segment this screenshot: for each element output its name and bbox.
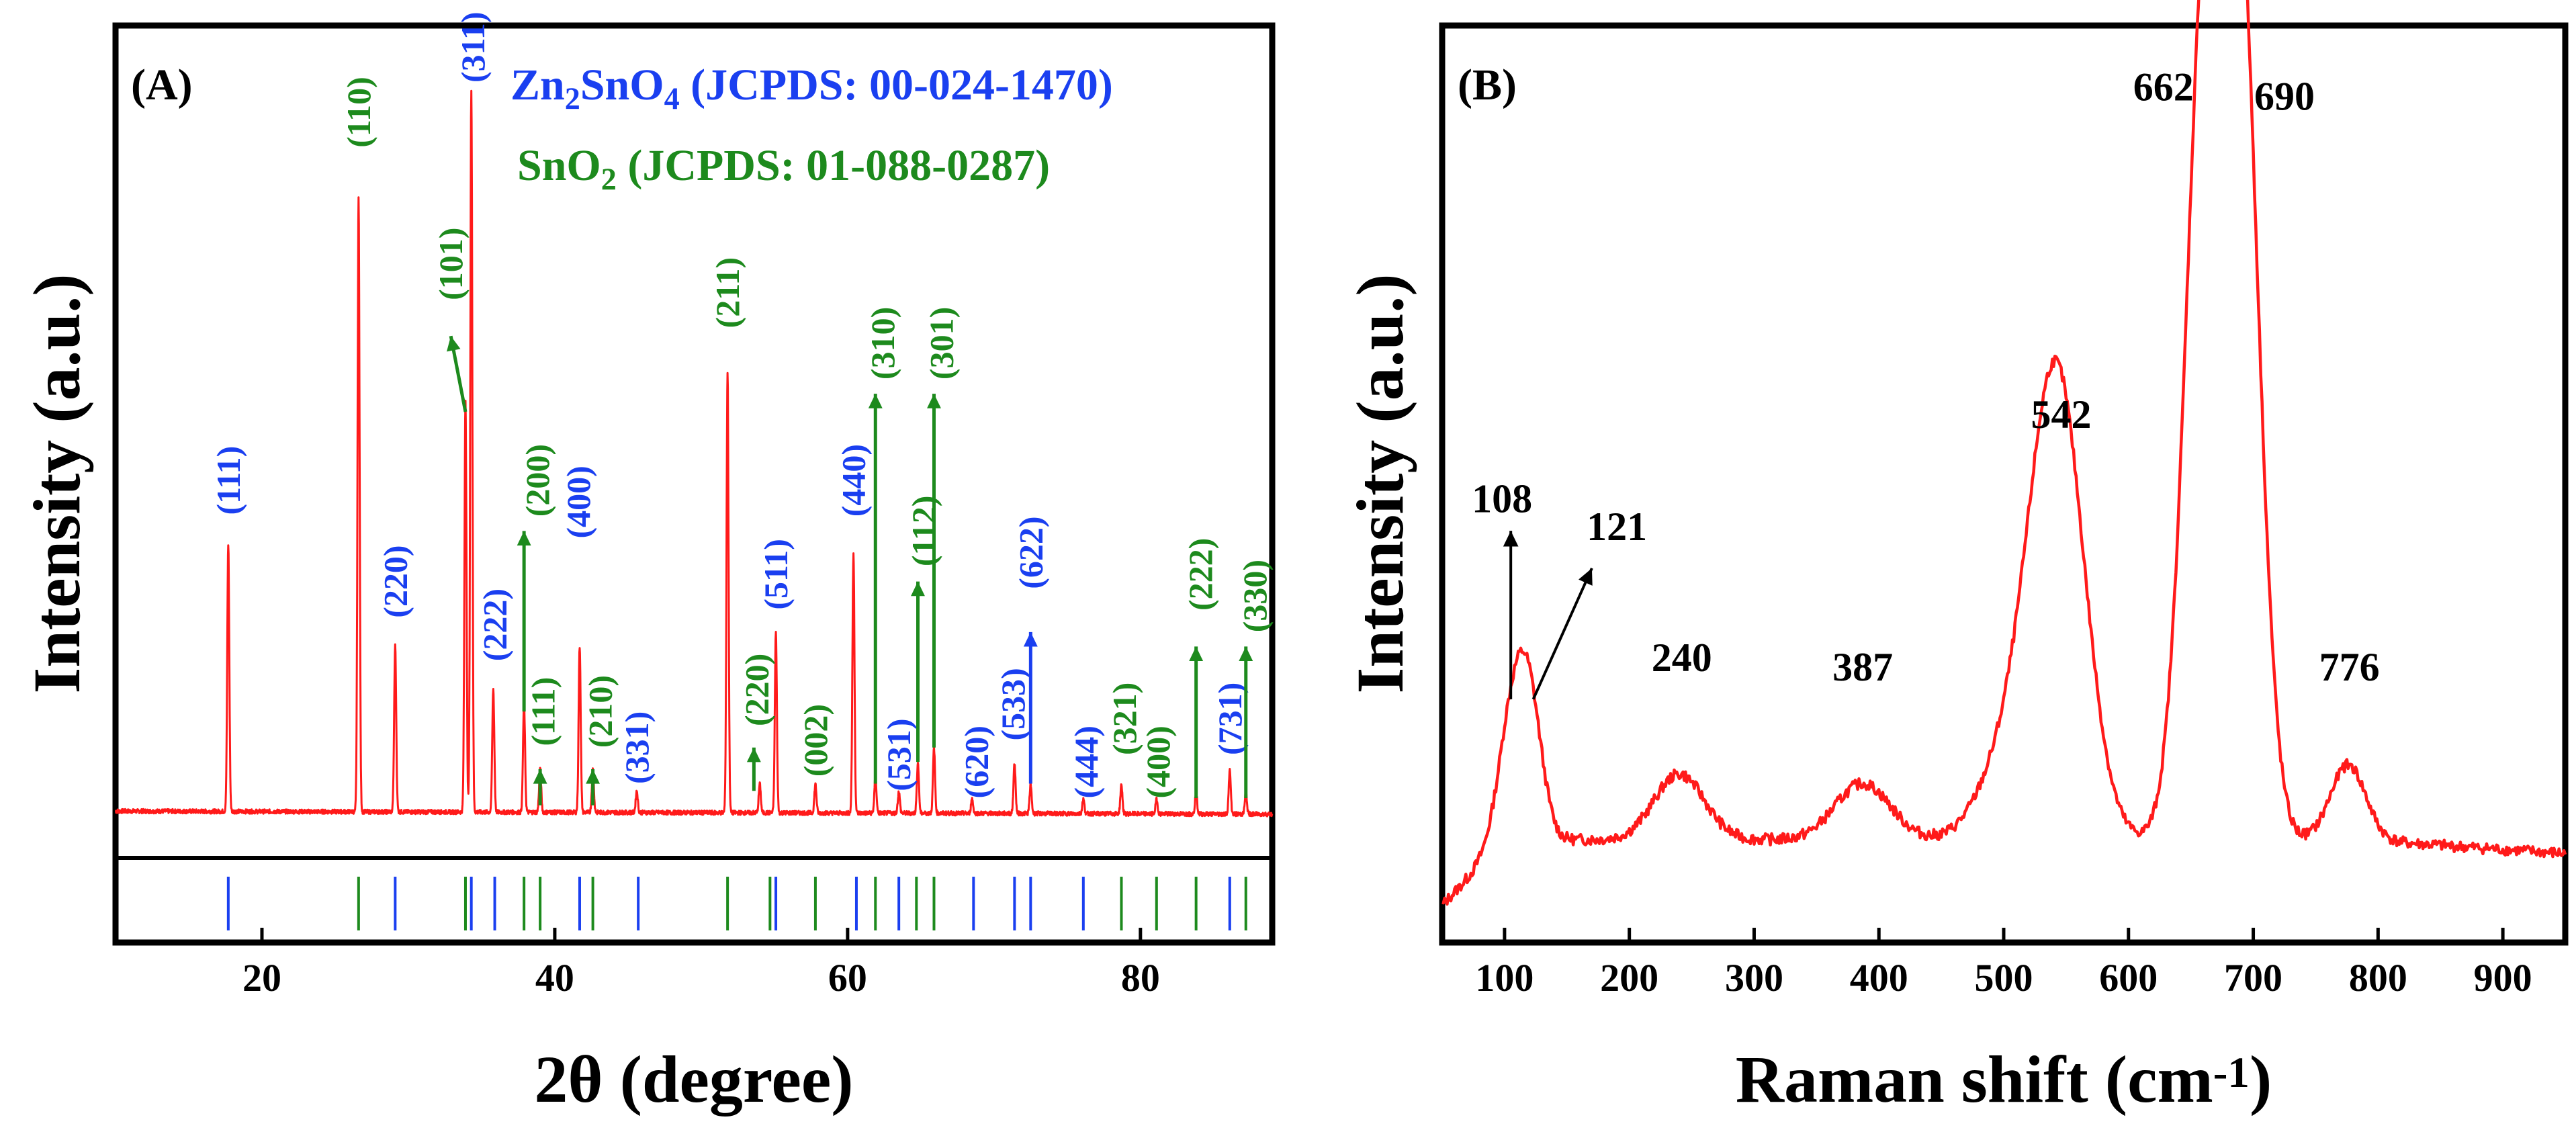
peak-label: (400) bbox=[560, 466, 597, 538]
peak-label: (301) bbox=[922, 307, 960, 380]
plot-frame-a bbox=[112, 22, 1276, 946]
arrow-head bbox=[1579, 568, 1593, 586]
peak-label: (321) bbox=[1106, 683, 1143, 755]
peak-label: (311) bbox=[454, 11, 492, 83]
x-axis-ticks: 100 200 300 400 500 600 700 800 900 bbox=[1475, 928, 2532, 1000]
x-tick-label: 500 bbox=[1975, 956, 2033, 1000]
x-tick-label: 200 bbox=[1600, 956, 1658, 1000]
peak-label: (101) bbox=[432, 228, 470, 300]
peak-label: 662 bbox=[2133, 64, 2194, 109]
peak-label: (511) bbox=[757, 539, 795, 610]
peak-label: (620) bbox=[958, 726, 995, 798]
y-axis-label: Intensity (a.u.) bbox=[19, 273, 94, 693]
x-axis-label: Raman shift (cm-1) bbox=[1736, 1042, 2272, 1117]
peak-label: (220) bbox=[738, 654, 776, 726]
peak-label: (222) bbox=[476, 588, 514, 661]
peak-label: (531) bbox=[880, 718, 918, 791]
panel-label-b: (B) bbox=[1458, 60, 1517, 110]
x-tick-label: 60 bbox=[828, 956, 867, 1000]
peak-label: 690 bbox=[2254, 74, 2315, 118]
peak-label: (110) bbox=[340, 77, 377, 148]
xrd-curve bbox=[114, 89, 1274, 818]
raman-series-line bbox=[1441, 0, 2567, 906]
x-tick-label: 100 bbox=[1475, 956, 1534, 1000]
x-tick-label: 80 bbox=[1121, 956, 1160, 1000]
panel-label-a: (A) bbox=[131, 60, 193, 110]
arrow-head bbox=[1239, 646, 1253, 661]
peak-label: (622) bbox=[1012, 516, 1049, 588]
raman-curve bbox=[1441, 0, 2567, 906]
arrow-head bbox=[868, 394, 883, 408]
peak-labels: (111) (110) (220) (101) (311) (222) (200) (111)… bbox=[210, 11, 1274, 805]
x-axis-label: 2θ (degree) bbox=[534, 1042, 853, 1117]
arrow-head bbox=[927, 394, 941, 408]
legend: Zn2SnO4 (JCPDS: 00-024-1470) SnO2 (JCPDS:… bbox=[510, 60, 1113, 196]
peak-label: 121 bbox=[1587, 505, 1647, 549]
legend-entry: SnO2 (JCPDS: 01-088-0287) bbox=[517, 141, 1050, 196]
arrow-head bbox=[586, 769, 601, 784]
peak-label: (444) bbox=[1067, 726, 1105, 798]
arrow-head bbox=[746, 747, 761, 762]
peak-label: (200) bbox=[519, 444, 556, 517]
peak-label: (400) bbox=[1139, 726, 1177, 798]
arrow-head bbox=[911, 581, 925, 597]
peak-arrow bbox=[1531, 568, 1593, 700]
peak-label: (731) bbox=[1211, 683, 1249, 755]
peak-label: (533) bbox=[994, 668, 1032, 740]
peak-label: (220) bbox=[376, 545, 414, 617]
x-tick-label: 400 bbox=[1850, 956, 1908, 1000]
peak-label: (211) bbox=[709, 257, 746, 329]
peak-label: 542 bbox=[2031, 392, 2091, 437]
peak-label: (111) bbox=[524, 677, 562, 746]
peak-label: 108 bbox=[1472, 476, 1532, 521]
y-axis-label: Intensity (a.u.) bbox=[1343, 273, 1417, 693]
x-tick-label: 40 bbox=[535, 956, 574, 1000]
chart-panel-b: 100 200 300 400 500 600 700 800 900 108 121 240 387… bbox=[1343, 0, 2569, 1117]
peak-label: (112) bbox=[905, 496, 942, 567]
chart-panel-a: 20 40 60 80 (111)(110)(220)(101)(311)(222)(… bbox=[19, 11, 1276, 1117]
arrow-head bbox=[1503, 531, 1519, 547]
peak-label: (222) bbox=[1182, 538, 1219, 611]
x-tick-label: 600 bbox=[2099, 956, 2158, 1000]
xrd-series-line bbox=[114, 89, 1274, 818]
x-tick-label: 700 bbox=[2224, 956, 2282, 1000]
peak-label: (331) bbox=[618, 711, 656, 784]
arrow-head bbox=[517, 531, 531, 545]
legend-entry: Zn2SnO4 (JCPDS: 00-024-1470) bbox=[510, 60, 1113, 116]
x-axis-ticks: 20 40 60 80 bbox=[242, 928, 1160, 1000]
x-tick-label: 20 bbox=[242, 956, 281, 1000]
peak-label: (310) bbox=[864, 307, 901, 380]
peak-labels: 108 121 240 387 542 662 690 776 bbox=[1472, 64, 2380, 700]
plot-frame-b bbox=[1439, 22, 2569, 946]
peak-label: (111) bbox=[210, 446, 247, 515]
arrow-head bbox=[533, 769, 547, 784]
peak-label: (210) bbox=[581, 675, 619, 748]
peak-label: (440) bbox=[835, 444, 873, 517]
arrow-head bbox=[447, 336, 461, 352]
peak-label: (330) bbox=[1236, 560, 1274, 632]
peak-label: 776 bbox=[2319, 645, 2380, 689]
reference-lines bbox=[226, 877, 1247, 930]
arrow-head bbox=[1189, 646, 1204, 661]
x-tick-label: 300 bbox=[1725, 956, 1783, 1000]
arrow-head bbox=[1023, 631, 1038, 647]
peak-label: 387 bbox=[1832, 645, 1893, 689]
peak-label: 240 bbox=[1652, 636, 1712, 680]
x-tick-label: 800 bbox=[2349, 956, 2407, 1000]
peak-label: (002) bbox=[797, 704, 834, 777]
x-tick-label: 900 bbox=[2474, 956, 2532, 1000]
